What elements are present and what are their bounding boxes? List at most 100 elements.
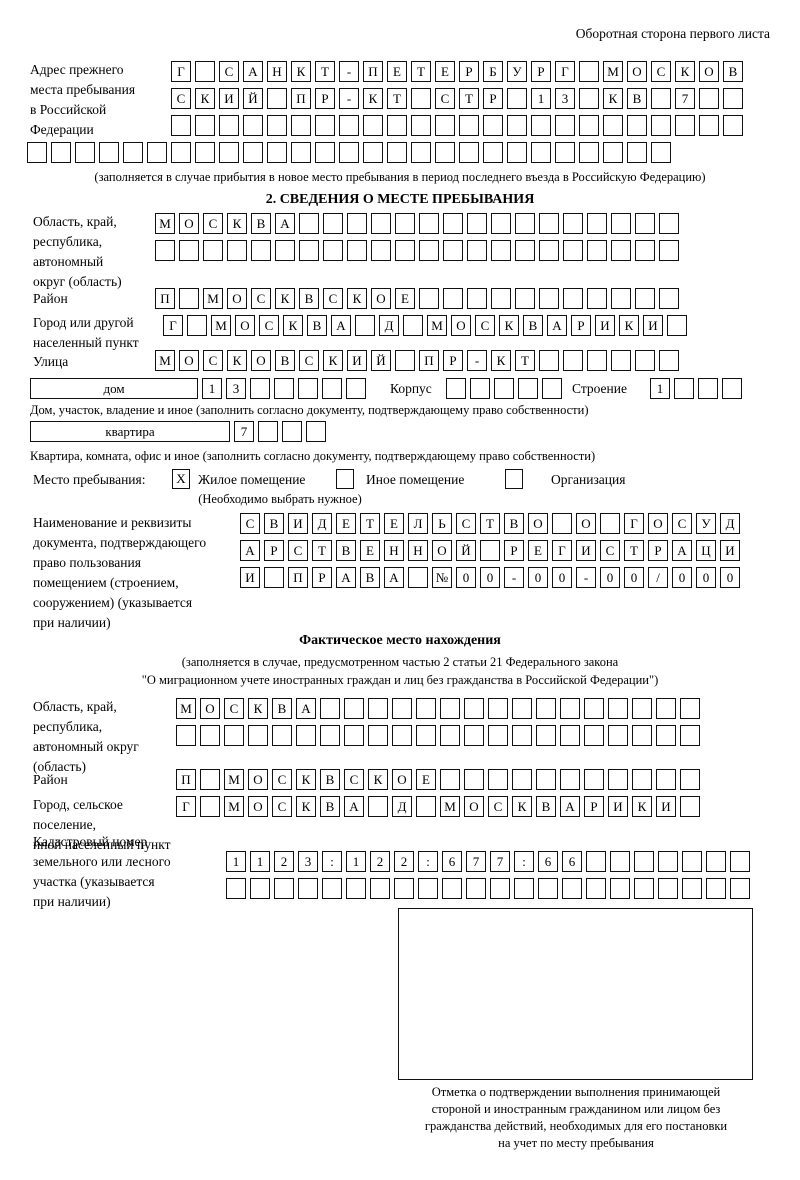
char-cell[interactable] [299, 213, 319, 234]
korpus-cells[interactable] [446, 378, 562, 399]
char-cell[interactable] [250, 878, 270, 899]
char-cell[interactable]: А [296, 698, 316, 719]
char-cell[interactable] [322, 378, 342, 399]
char-cell[interactable] [608, 725, 628, 746]
char-cell[interactable] [579, 61, 599, 82]
char-cell[interactable] [467, 240, 487, 261]
char-cell[interactable]: В [504, 513, 524, 534]
char-cell[interactable] [539, 240, 559, 261]
char-cell[interactable] [584, 725, 604, 746]
char-cell[interactable]: 1 [531, 88, 551, 109]
char-cell[interactable] [587, 288, 607, 309]
char-cell[interactable] [267, 142, 287, 163]
char-cell[interactable] [258, 421, 278, 442]
char-cell[interactable] [155, 240, 175, 261]
char-cell[interactable]: К [512, 796, 532, 817]
char-cell[interactable]: И [608, 796, 628, 817]
char-cell[interactable] [587, 350, 607, 371]
stroenie-cells[interactable]: 1 [650, 378, 742, 399]
char-cell[interactable]: 0 [624, 567, 644, 588]
char-cell[interactable]: Н [384, 540, 404, 561]
char-cell[interactable] [480, 540, 500, 561]
char-cell[interactable]: С [272, 769, 292, 790]
char-cell[interactable]: М [224, 796, 244, 817]
char-cell[interactable]: О [699, 61, 719, 82]
char-cell[interactable] [635, 213, 655, 234]
char-cell[interactable] [723, 88, 743, 109]
char-cell[interactable] [680, 698, 700, 719]
char-cell[interactable]: Д [312, 513, 332, 534]
char-cell[interactable] [539, 213, 559, 234]
char-cell[interactable]: 3 [555, 88, 575, 109]
char-cell[interactable]: Р [459, 61, 479, 82]
char-cell[interactable]: 3 [298, 851, 318, 872]
char-cell[interactable]: 1 [250, 851, 270, 872]
char-cell[interactable] [395, 240, 415, 261]
char-cell[interactable]: 6 [562, 851, 582, 872]
char-cell[interactable]: О [464, 796, 484, 817]
char-cell[interactable]: О [528, 513, 548, 534]
char-cell[interactable] [272, 725, 292, 746]
char-cell[interactable]: М [176, 698, 196, 719]
char-cell[interactable] [667, 315, 687, 336]
char-cell[interactable] [147, 142, 167, 163]
char-cell[interactable] [323, 240, 343, 261]
char-cell[interactable]: А [240, 540, 260, 561]
char-cell[interactable]: М [155, 213, 175, 234]
char-cell[interactable]: К [283, 315, 303, 336]
char-cell[interactable] [560, 769, 580, 790]
char-cell[interactable]: В [272, 698, 292, 719]
char-cell[interactable] [411, 115, 431, 136]
char-cell[interactable]: К [347, 288, 367, 309]
char-cell[interactable]: № [432, 567, 452, 588]
char-cell[interactable]: В [275, 350, 295, 371]
char-cell[interactable] [514, 878, 534, 899]
char-cell[interactable]: К [491, 350, 511, 371]
char-cell[interactable]: 7 [234, 421, 254, 442]
char-cell[interactable] [627, 115, 647, 136]
char-cell[interactable] [706, 878, 726, 899]
char-cell[interactable] [722, 378, 742, 399]
char-cell[interactable] [315, 142, 335, 163]
char-cell[interactable]: К [296, 796, 316, 817]
char-cell[interactable]: Р [443, 350, 463, 371]
char-cell[interactable] [515, 288, 535, 309]
char-cell[interactable]: В [320, 796, 340, 817]
char-cell[interactable] [542, 378, 562, 399]
char-cell[interactable]: В [336, 540, 356, 561]
char-cell[interactable]: Т [480, 513, 500, 534]
char-cell[interactable] [459, 142, 479, 163]
char-cell[interactable]: О [200, 698, 220, 719]
char-cell[interactable] [491, 213, 511, 234]
char-cell[interactable]: И [720, 540, 740, 561]
char-cell[interactable] [315, 115, 335, 136]
char-cell[interactable]: О [179, 213, 199, 234]
char-cell[interactable] [531, 115, 551, 136]
char-cell[interactable]: Ь [432, 513, 452, 534]
char-cell[interactable] [634, 878, 654, 899]
char-cell[interactable]: С [219, 61, 239, 82]
char-cell[interactable] [282, 421, 302, 442]
char-cell[interactable]: И [347, 350, 367, 371]
char-cell[interactable] [339, 115, 359, 136]
char-cell[interactable]: О [235, 315, 255, 336]
char-cell[interactable]: А [243, 61, 263, 82]
char-cell[interactable]: Р [571, 315, 591, 336]
char-cell[interactable] [251, 240, 271, 261]
char-cell[interactable]: : [322, 851, 342, 872]
char-cell[interactable]: С [203, 350, 223, 371]
char-cell[interactable] [562, 878, 582, 899]
char-cell[interactable] [560, 698, 580, 719]
char-cell[interactable] [176, 725, 196, 746]
char-cell[interactable]: Й [243, 88, 263, 109]
char-cell[interactable] [320, 698, 340, 719]
char-cell[interactable]: Е [336, 513, 356, 534]
char-cell[interactable]: К [632, 796, 652, 817]
char-cell[interactable] [344, 725, 364, 746]
char-cell[interactable]: И [643, 315, 663, 336]
